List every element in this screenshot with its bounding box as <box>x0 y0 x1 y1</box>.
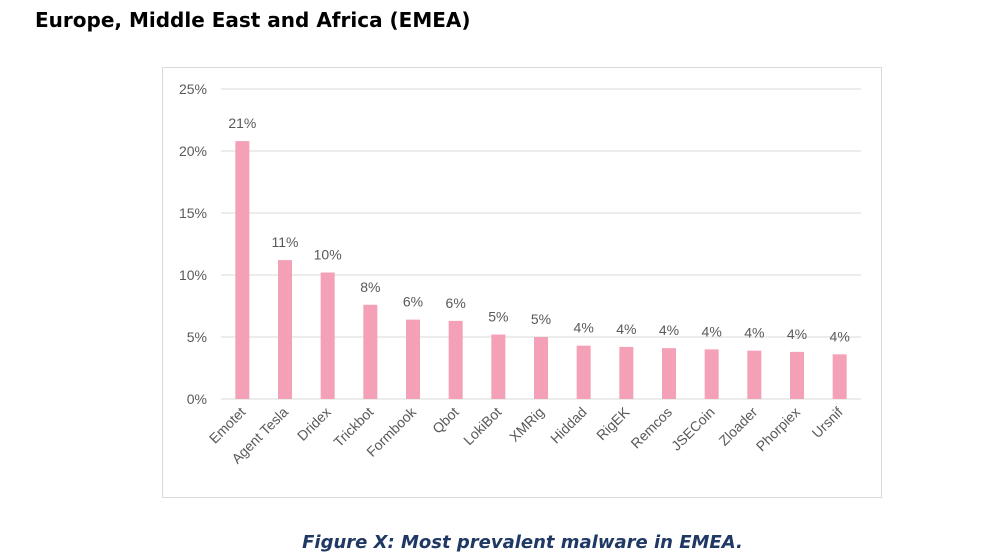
data-label: 21% <box>228 115 256 131</box>
bars <box>235 141 847 399</box>
data-label: 6% <box>446 295 466 311</box>
bar-rigek <box>619 346 634 399</box>
x-tick-label: RigEK <box>593 403 633 443</box>
data-label: 10% <box>314 247 342 263</box>
data-label: 4% <box>744 325 764 341</box>
y-tick-label: 20% <box>179 143 207 159</box>
malware-bar-chart: 0% 5% 10% 15% 20% 25% 21% 11% 10% 8% 6% 6% 5% 5% 4% 4%… <box>179 81 861 467</box>
x-tick-label: Phorpiex <box>753 404 803 454</box>
bar-remcos <box>662 348 676 399</box>
y-tick-label: 15% <box>179 205 207 221</box>
x-tick-label: JSECoin <box>668 404 718 454</box>
y-tick-label: 25% <box>179 81 207 97</box>
x-tick-label: Remcos <box>627 404 675 452</box>
data-label: 4% <box>574 320 594 336</box>
y-tick-label: 0% <box>187 391 207 407</box>
y-tick-label: 10% <box>179 267 207 283</box>
bar-jsecoin <box>704 349 719 399</box>
data-label: 4% <box>702 323 722 339</box>
data-label: 4% <box>830 328 850 344</box>
x-tick-label: Hiddad <box>547 404 590 447</box>
data-label: 5% <box>488 309 508 325</box>
bar-dridex <box>320 272 335 399</box>
data-labels: 21% 11% 10% 8% 6% 6% 5% 5% 4% 4% 4% 4% 4% 4% 4% <box>228 115 849 344</box>
figure-caption: Figure X: Most prevalent malware in EMEA… <box>302 532 743 553</box>
bar-agent-tesla <box>278 260 292 399</box>
x-tick-label: Dridex <box>294 404 334 444</box>
data-label: 11% <box>272 234 299 250</box>
bar-lokibot <box>491 334 506 399</box>
data-label: 6% <box>403 294 423 310</box>
x-tick-label: LokiBot <box>460 404 504 448</box>
bar-hiddad <box>576 345 591 399</box>
bar-emotet <box>235 141 250 399</box>
bar-qbot <box>448 320 463 399</box>
bar-phorpiex <box>790 351 804 399</box>
y-axis-ticks: 0% 5% 10% 15% 20% 25% <box>179 81 207 407</box>
data-label: 4% <box>787 326 807 342</box>
page-heading: Europe, Middle East and Africa (EMEA) <box>35 8 471 32</box>
x-tick-label: Ursnif <box>809 404 846 441</box>
bar-trickbot <box>363 304 378 399</box>
chart-frame: 0% 5% 10% 15% 20% 25% 21% 11% 10% 8% 6% 6% 5% 5% 4% 4%… <box>162 67 882 498</box>
data-label: 4% <box>616 321 636 337</box>
data-label: 4% <box>659 322 679 338</box>
x-tick-label: XMRig <box>506 404 547 445</box>
bar-formbook <box>406 319 420 399</box>
bar-zloader <box>747 350 762 399</box>
bar-ursnif <box>832 354 847 399</box>
data-label: 5% <box>531 311 551 327</box>
x-tick-label: Qbot <box>429 404 462 437</box>
data-label: 8% <box>360 279 380 295</box>
y-tick-label: 5% <box>187 329 207 345</box>
x-tick-label: Emotet <box>206 404 249 447</box>
bar-xmrig <box>534 337 548 399</box>
